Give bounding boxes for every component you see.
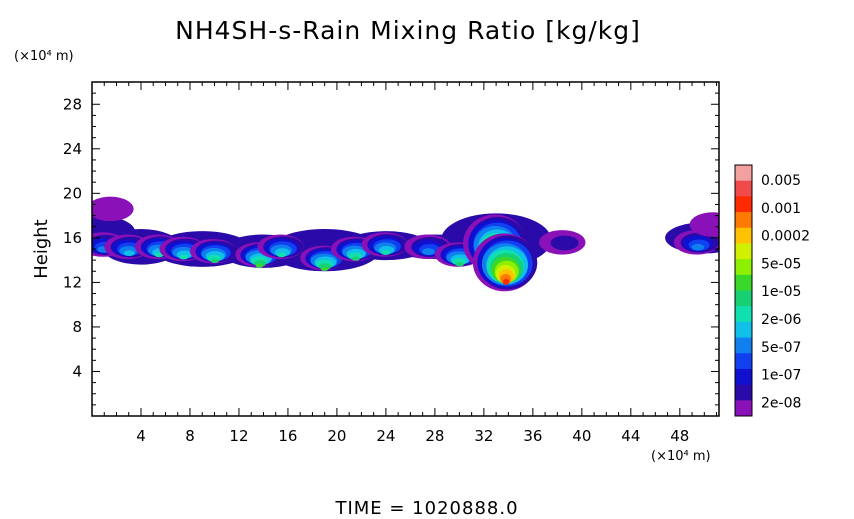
- colorbar-label: 0.0002: [761, 229, 810, 245]
- field-contour: [276, 252, 287, 258]
- field-contour: [502, 278, 510, 285]
- field-contour: [92, 196, 134, 222]
- chart-title: NH4SH-s-Rain Mixing Ratio [kg/kg]: [175, 16, 641, 45]
- colorbar-segment: [735, 165, 752, 182]
- y-tick-label: 24: [63, 140, 82, 158]
- colorbar-segment: [735, 227, 752, 244]
- colorbar-segment: [735, 180, 752, 197]
- field-contour: [123, 250, 135, 257]
- y-tick-label: 20: [63, 184, 82, 202]
- colorbar-segment: [735, 384, 752, 401]
- colorbar-segment: [735, 306, 752, 323]
- x-tick-label: 24: [376, 427, 395, 445]
- x-tick-label: 44: [621, 427, 640, 445]
- colorbar-segment: [735, 368, 752, 386]
- colorbar-segment: [735, 274, 752, 291]
- colorbar-segment: [735, 196, 752, 213]
- y-tick-label: 16: [63, 229, 82, 247]
- y-tick-label: 8: [72, 318, 82, 336]
- colorbar-label: 1e-07: [761, 368, 801, 384]
- field-contour: [178, 254, 189, 260]
- field-contour: [320, 267, 329, 272]
- x-tick-label: 20: [327, 427, 346, 445]
- y-tick-label: 12: [63, 273, 82, 291]
- colorbar-segment: [735, 400, 752, 417]
- field-contour: [691, 243, 705, 251]
- x-tick-label: 28: [425, 427, 444, 445]
- x-tick-label: 48: [670, 427, 689, 445]
- field-contour: [255, 263, 264, 268]
- x-tick-label: 32: [474, 427, 493, 445]
- y-axis-label: Height: [31, 219, 52, 279]
- x-axis-unit: (×10⁴ m): [651, 449, 711, 464]
- x-tick-label: 36: [523, 427, 542, 445]
- y-axis-ticks: 4 8 12 16 20 24 28: [63, 92, 719, 406]
- colorbar-label: 0.001: [761, 201, 801, 217]
- colorbar-label: 1e-05: [761, 284, 801, 300]
- colorbar-label: 2e-06: [761, 312, 801, 328]
- field-contour: [689, 212, 719, 237]
- colorbar: 0.005 0.001 0.0002 5e-05 1e-05 2e-06 5e-07 1e-0…: [734, 164, 810, 417]
- y-tick-label: 4: [72, 362, 82, 380]
- colorbar-segment: [735, 212, 752, 229]
- field-contour: [455, 262, 464, 267]
- x-axis-ticks: 4 8 12 16 20 24 28 32 36 40 44 48: [103, 82, 718, 445]
- field-contour: [381, 250, 391, 256]
- colorbar-segment: [735, 337, 752, 354]
- x-tick-label: 16: [278, 427, 297, 445]
- field-contour: [550, 235, 579, 251]
- colorbar-label: 2e-08: [761, 395, 801, 411]
- colorbar-segment: [735, 321, 752, 339]
- x-tick-label: 4: [136, 427, 146, 445]
- x-tick-label: 40: [572, 427, 591, 445]
- colorbar-label: 5e-07: [761, 340, 801, 356]
- x-tick-label: 8: [185, 427, 195, 445]
- x-tick-label: 12: [229, 427, 248, 445]
- y-tick-label: 28: [63, 95, 82, 113]
- field-contour: [210, 258, 219, 264]
- colorbar-frame: [734, 164, 753, 417]
- mixing-ratio-field: [92, 196, 719, 292]
- colorbar-segment: [735, 259, 752, 276]
- colorbar-label: 0.005: [761, 173, 801, 189]
- colorbar-segment: [735, 290, 752, 307]
- colorbar-segment: [735, 243, 752, 260]
- field-contour: [351, 256, 360, 261]
- colorbar-segment: [735, 353, 752, 370]
- field-contour: [422, 248, 435, 255]
- y-axis-unit: (×10⁴ m): [14, 49, 74, 64]
- colorbar-label: 5e-05: [761, 256, 801, 272]
- time-label: TIME = 1020888.0: [334, 498, 518, 519]
